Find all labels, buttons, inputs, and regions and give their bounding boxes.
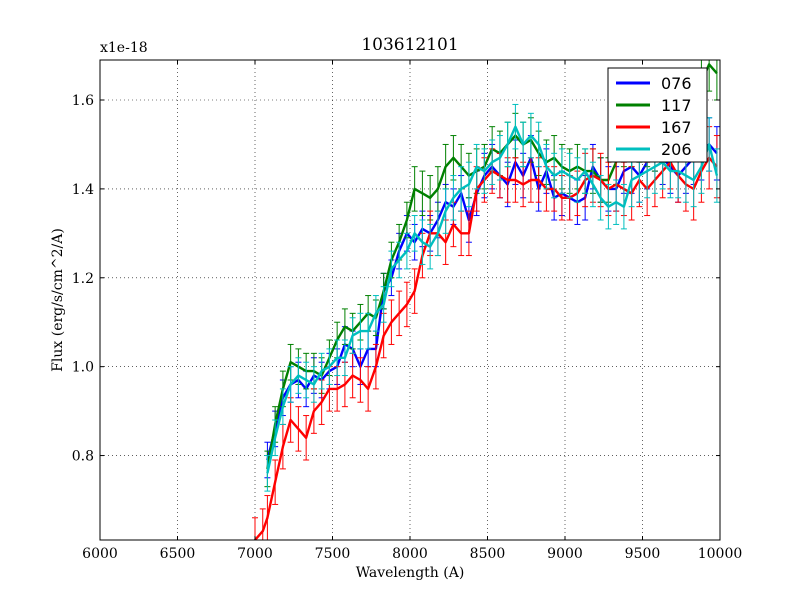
series-line-206 bbox=[266, 125, 719, 474]
x-tick-label: 6000 bbox=[82, 546, 118, 562]
legend-label-206: 206 bbox=[661, 140, 692, 159]
x-tick-label: 9500 bbox=[625, 546, 661, 562]
y-tick-label: 0.8 bbox=[72, 449, 94, 465]
x-tick-label: 8000 bbox=[392, 546, 428, 562]
legend: 076 117 167 206 bbox=[607, 67, 708, 163]
x-axis-title: Wavelength (A) bbox=[356, 565, 465, 581]
offset-text: x1e-18 bbox=[100, 40, 148, 56]
x-tick-label: 6500 bbox=[160, 546, 196, 562]
y-tick-label: 1.4 bbox=[72, 182, 94, 198]
y-axis-title: Flux (erg/s/cm^2/A) bbox=[50, 228, 66, 372]
legend-label-167: 167 bbox=[661, 118, 692, 137]
y-tick-label: 1.2 bbox=[72, 271, 94, 287]
x-tick-label: 8500 bbox=[470, 546, 506, 562]
x-tick-label: 9000 bbox=[547, 546, 583, 562]
legend-label-076: 076 bbox=[661, 74, 692, 93]
chart-title: 103612101 bbox=[361, 35, 458, 55]
x-tick-label: 7000 bbox=[237, 546, 273, 562]
y-tick-label: 1.0 bbox=[72, 360, 94, 376]
y-tick-label: 1.6 bbox=[72, 93, 94, 109]
series-206 bbox=[264, 103, 720, 492]
x-tick-label: 7500 bbox=[315, 546, 351, 562]
ticks: 6000 6500 7000 7500 8000 8500 9000 9500 10000 0.8… bbox=[72, 60, 743, 562]
x-tick-label: 10000 bbox=[698, 546, 743, 562]
legend-label-117: 117 bbox=[661, 96, 692, 115]
